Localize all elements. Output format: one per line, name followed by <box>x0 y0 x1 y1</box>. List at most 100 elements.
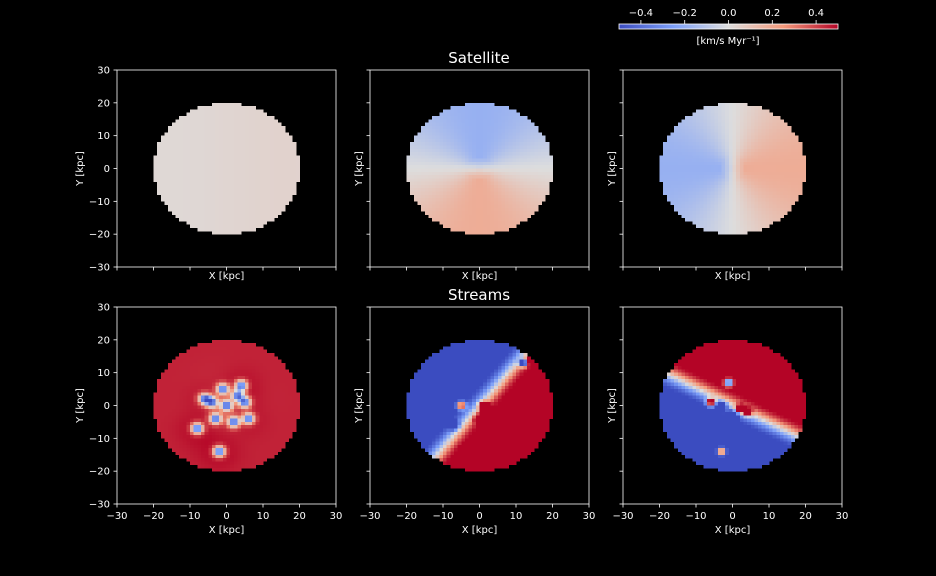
heatmap-cell <box>204 379 209 383</box>
heatmap-cell <box>754 165 759 169</box>
heatmap-cell <box>783 175 788 179</box>
heatmap-cell <box>725 155 730 160</box>
heatmap-cell <box>230 122 235 127</box>
heatmap-cell <box>736 194 741 199</box>
heatmap-cell <box>259 369 264 374</box>
heatmap-cell <box>226 109 231 114</box>
heatmap-cell <box>413 175 418 179</box>
heatmap-cell <box>237 408 242 413</box>
heatmap-cell <box>200 454 205 459</box>
heatmap-cell <box>244 142 249 146</box>
heatmap-cell <box>215 214 220 219</box>
heatmap-cell <box>794 175 799 179</box>
heatmap-cell <box>230 352 235 357</box>
heatmap-cell <box>475 227 480 232</box>
heatmap-cell <box>244 112 249 117</box>
heatmap-cell <box>479 125 484 130</box>
heatmap-cell <box>237 129 242 133</box>
heatmap-cell <box>743 201 748 206</box>
heatmap-cell <box>175 418 180 423</box>
heatmap-cell <box>211 467 216 472</box>
heatmap-cell <box>501 184 506 189</box>
heatmap-cell <box>263 395 268 400</box>
heatmap-cell <box>273 362 278 367</box>
heatmap-cell <box>794 171 799 176</box>
heatmap-cell <box>168 161 173 166</box>
heatmap-cell <box>171 359 176 364</box>
heatmap-cell <box>483 191 488 196</box>
heatmap-cell <box>468 221 473 225</box>
heatmap-cell <box>215 224 220 228</box>
heatmap-cell <box>505 207 510 212</box>
heatmap-cell <box>508 224 513 228</box>
heatmap-cell <box>273 359 278 364</box>
heatmap-cell <box>541 171 546 176</box>
heatmap-cell <box>200 346 205 351</box>
heatmap-cell <box>208 408 213 413</box>
heatmap-cell <box>230 438 235 443</box>
heatmap-cell <box>208 224 213 228</box>
heatmap-cell <box>263 435 268 439</box>
heatmap-cell <box>670 145 675 150</box>
heatmap-cell <box>215 461 220 465</box>
heatmap-cell <box>523 132 528 137</box>
heatmap-cell <box>736 115 741 120</box>
heatmap-cell <box>758 227 763 232</box>
heatmap-cell <box>464 142 469 146</box>
heatmap-cell <box>512 122 517 127</box>
heatmap-cell <box>706 145 711 150</box>
heatmap-cell <box>475 158 480 163</box>
heatmap-cell <box>230 168 235 173</box>
heatmap-cell <box>208 402 213 406</box>
heatmap-cell <box>259 366 264 370</box>
heatmap-cell <box>255 408 260 413</box>
heatmap-cell <box>743 224 748 228</box>
heatmap-cell <box>255 441 260 446</box>
heatmap-cell <box>237 161 242 166</box>
heatmap-cell <box>190 168 195 173</box>
heatmap-cell <box>779 184 784 189</box>
heatmap-cell <box>255 349 260 354</box>
heatmap-cell <box>688 158 693 163</box>
heatmap-cell <box>204 125 209 130</box>
heatmap-cell <box>241 366 246 370</box>
heatmap-cell <box>472 119 477 123</box>
heatmap-cell <box>197 135 202 140</box>
heatmap-cell <box>197 145 202 150</box>
heatmap-cell <box>222 109 227 114</box>
heatmap-cell <box>758 198 763 202</box>
heatmap-cell <box>537 155 542 160</box>
heatmap-cell <box>728 106 733 110</box>
heatmap-cell <box>410 191 415 196</box>
heatmap-cell <box>717 191 722 196</box>
heatmap-cell <box>453 165 458 169</box>
heatmap-cell <box>241 398 246 403</box>
heatmap-cell <box>284 201 289 206</box>
heatmap-cell <box>255 366 260 370</box>
heatmap-cell <box>790 148 795 153</box>
heatmap-cell <box>175 392 180 397</box>
heatmap-cell <box>464 152 469 156</box>
heatmap-cell <box>758 181 763 186</box>
heatmap-cell <box>168 402 173 406</box>
heatmap-cell <box>677 122 682 127</box>
heatmap-cell <box>443 217 448 222</box>
heatmap-cell <box>483 201 488 206</box>
heatmap-cell <box>252 412 257 416</box>
heatmap-cell <box>758 148 763 153</box>
heatmap-cell <box>226 385 231 390</box>
heatmap-cell <box>450 175 455 179</box>
heatmap-cell <box>175 132 180 137</box>
heatmap-cell <box>288 158 293 163</box>
heatmap-cell <box>175 142 180 146</box>
heatmap-cell <box>464 171 469 176</box>
heatmap-cell <box>211 221 216 225</box>
heatmap-cell <box>259 161 264 166</box>
heatmap-cell <box>783 155 788 160</box>
heatmap-cell <box>523 155 528 160</box>
heatmap-cell <box>765 201 770 206</box>
heatmap-cell <box>710 191 715 196</box>
heatmap-cell <box>769 221 774 225</box>
heatmap-cell <box>728 132 733 137</box>
heatmap-cell <box>233 385 238 390</box>
